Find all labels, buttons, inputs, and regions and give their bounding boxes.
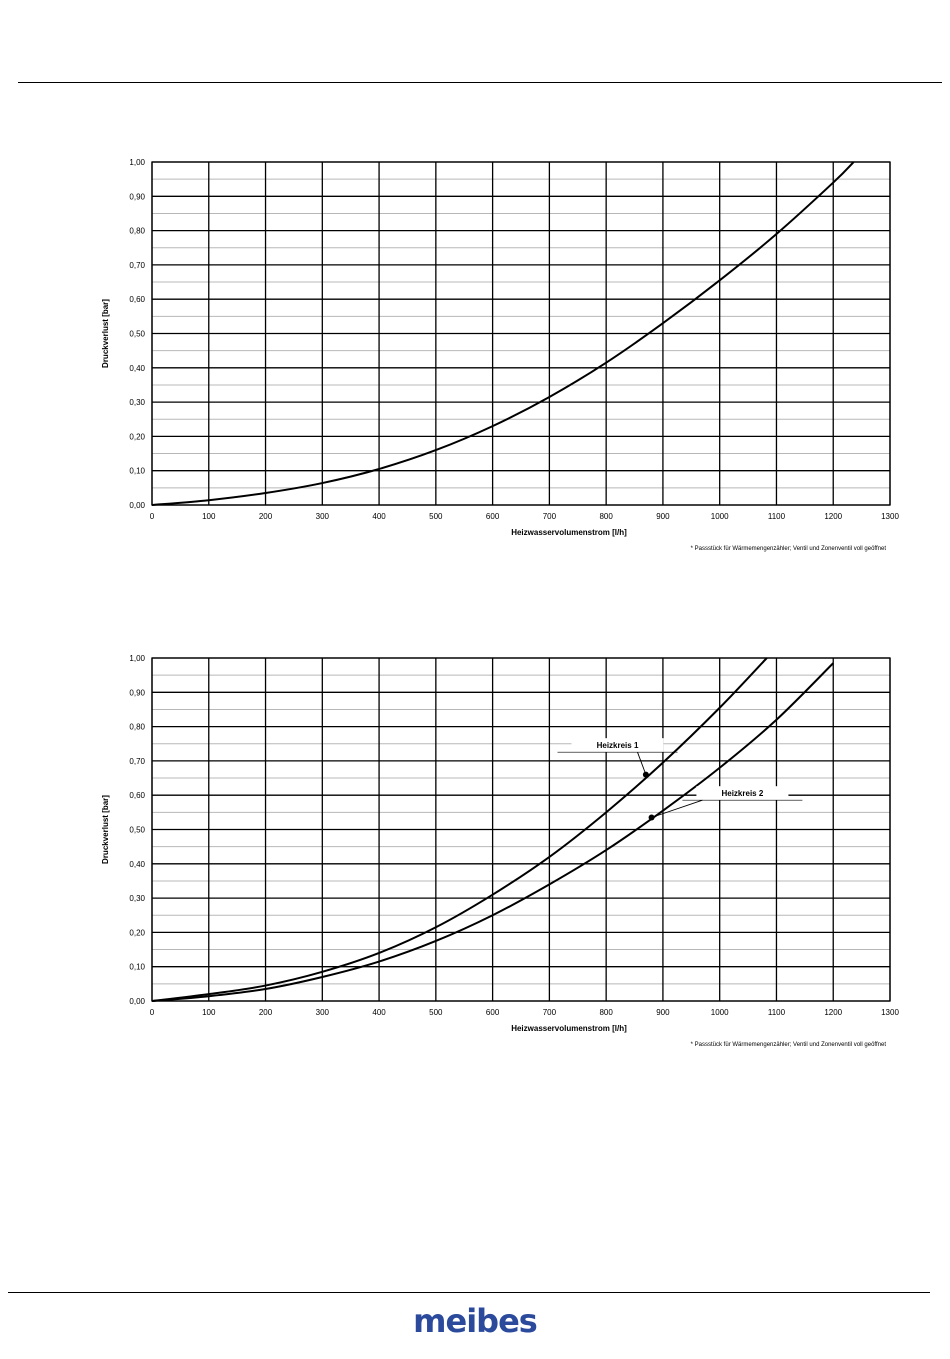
plot-frame	[151, 657, 891, 1002]
header-rule	[18, 82, 942, 83]
grid	[151, 657, 891, 1002]
y-tick-label: 0,30	[129, 894, 145, 903]
series-line	[151, 161, 855, 506]
y-tick-label: 0,70	[129, 757, 145, 766]
series-line	[151, 662, 834, 1002]
y-tick-label: 1,00	[129, 158, 145, 167]
y-tick-label: 0,00	[129, 997, 145, 1006]
x-axis-title: Heizwasservolumenstrom [l/h]	[511, 528, 627, 537]
y-tick-label: 0,20	[129, 928, 145, 937]
series-label: Heizkreis 1	[597, 741, 639, 750]
x-tick-label: 600	[486, 1008, 500, 1017]
x-tick-label: 500	[429, 1008, 443, 1017]
y-tick-label: 0,90	[129, 192, 145, 201]
callout-point	[642, 771, 649, 778]
x-tick-label: 400	[372, 1008, 386, 1017]
x-tick-label: 700	[543, 1008, 557, 1017]
x-tick-label: 300	[316, 512, 330, 521]
x-tick-label: 1100	[768, 512, 786, 521]
footnote: * Passstück für Wärmemengenzähler; Venti…	[691, 1042, 887, 1048]
y-tick-label: 0,30	[129, 398, 145, 407]
pressure-loss-chart-2: 0,00 0,10 0,20 0,30 0,40 0,50 0,60 0,70 0,80 0,90…	[101, 654, 899, 1048]
x-tick-label: 300	[316, 1008, 330, 1017]
x-tick-label: 100	[202, 1008, 216, 1017]
x-tick-label: 0	[150, 512, 155, 521]
y-tick-label: 0,70	[129, 261, 145, 270]
x-tick-label: 400	[372, 512, 386, 521]
y-tick-label: 0,10	[129, 963, 145, 972]
y-tick-label: 0,60	[129, 791, 145, 800]
x-tick-label: 1000	[711, 512, 729, 521]
series-label: Heizkreis 2	[721, 789, 763, 798]
x-tick-label: 1200	[824, 1008, 842, 1017]
x-tick-label: 500	[429, 512, 443, 521]
svg-text:meibes: meibes	[413, 1303, 537, 1339]
x-tick-label: 900	[656, 1008, 670, 1017]
x-tick-label: 800	[599, 1008, 613, 1017]
x-tick-label: 600	[486, 512, 500, 521]
footnote: * Passstück für Wärmemengenzähler; Venti…	[691, 546, 887, 552]
x-axis-title: Heizwasservolumenstrom [l/h]	[511, 1024, 627, 1033]
meibes-logo-mark: meibes	[413, 1302, 538, 1340]
x-tick-label: 200	[259, 512, 273, 521]
x-tick-label: 1000	[711, 1008, 729, 1017]
x-tick-label: 700	[543, 512, 557, 521]
y-tick-label: 0,50	[129, 826, 145, 835]
y-tick-label: 0,90	[129, 688, 145, 697]
x-tick-label: 1100	[768, 1008, 786, 1017]
plot-frame	[151, 161, 891, 506]
y-tick-label: 0,80	[129, 723, 145, 732]
y-tick-label: 0,60	[129, 295, 145, 304]
x-tick-label: 1300	[881, 512, 899, 521]
y-tick-label: 0,50	[129, 330, 145, 339]
y-tick-label: 0,80	[129, 227, 145, 236]
x-tick-label: 900	[656, 512, 670, 521]
y-axis-title: Druckverlust [bar]	[101, 795, 110, 864]
x-tick-label: 1300	[881, 1008, 899, 1017]
callout-point	[648, 814, 655, 821]
footer-rule	[8, 1292, 930, 1293]
y-tick-label: 0,10	[129, 467, 145, 476]
y-tick-label: 0,00	[129, 501, 145, 510]
series-line	[151, 657, 768, 1002]
y-tick-label: 0,40	[129, 364, 145, 373]
callout-leader	[637, 752, 647, 775]
y-tick-label: 0,40	[129, 860, 145, 869]
pressure-loss-chart-1: 0,00 0,10 0,20 0,30 0,40 0,50 0,60 0,70 0,80 0,90…	[101, 158, 899, 552]
callout-box	[696, 786, 789, 801]
meibes-logo: meibes	[0, 1302, 950, 1344]
x-tick-label: 200	[259, 1008, 273, 1017]
x-tick-label: 0	[150, 1008, 155, 1017]
x-tick-label: 1200	[824, 512, 842, 521]
x-tick-label: 100	[202, 512, 216, 521]
callout-leader	[651, 799, 703, 818]
y-tick-label: 1,00	[129, 654, 145, 663]
callout-box	[571, 738, 664, 753]
grid	[151, 161, 891, 506]
y-axis-title: Druckverlust [bar]	[101, 299, 110, 368]
y-tick-label: 0,20	[129, 432, 145, 441]
x-tick-label: 800	[599, 512, 613, 521]
